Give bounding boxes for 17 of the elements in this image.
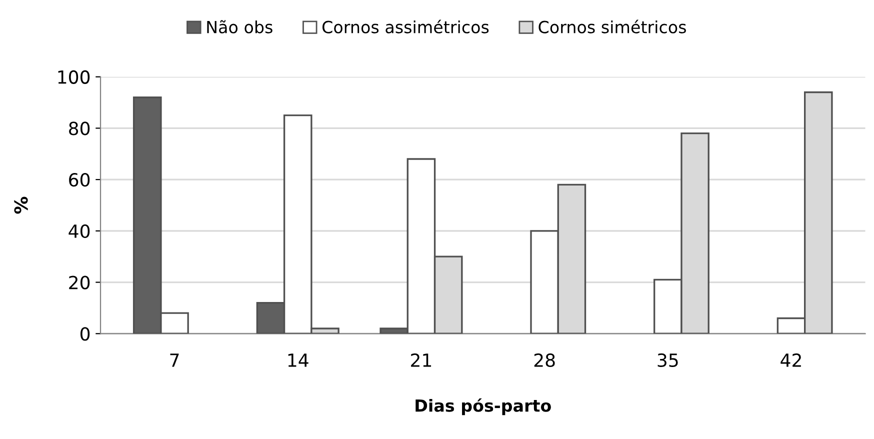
x-tick-label: 42 bbox=[780, 353, 801, 367]
y-tick-label: 20 bbox=[69, 276, 90, 290]
x-tick-label: 7 bbox=[170, 354, 179, 367]
legend-label: Cornos simétricos bbox=[538, 20, 686, 34]
y-tick-label: 80 bbox=[69, 122, 90, 136]
x-tick-label: 28 bbox=[534, 353, 555, 368]
x-tick-label: 35 bbox=[658, 353, 678, 368]
y-tick-label: 40 bbox=[68, 224, 90, 238]
y-tick-label: 0 bbox=[80, 327, 90, 341]
x-tick-label: 21 bbox=[411, 353, 432, 367]
x-tick-label: 14 bbox=[288, 354, 308, 367]
y-axis-title: % bbox=[14, 196, 28, 214]
y-tick-label: 60 bbox=[69, 173, 90, 187]
legend-label: Cornos assimétricos bbox=[322, 20, 489, 34]
legend-label: Não obs bbox=[207, 20, 272, 34]
x-axis-title: Dias pós-parto bbox=[416, 398, 551, 416]
y-tick-label: 100 bbox=[58, 70, 90, 84]
